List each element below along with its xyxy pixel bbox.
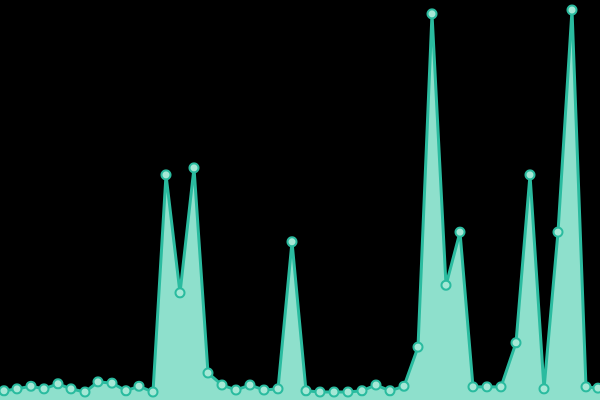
data-point-marker[interactable]: [52, 378, 64, 390]
data-point-marker[interactable]: [440, 279, 452, 291]
data-point-marker[interactable]: [244, 379, 256, 391]
data-point-marker[interactable]: [384, 385, 396, 397]
data-point-marker[interactable]: [11, 383, 23, 395]
data-point-marker[interactable]: [258, 384, 270, 396]
data-point-marker[interactable]: [133, 380, 145, 392]
data-point-marker[interactable]: [412, 341, 424, 353]
data-point-marker[interactable]: [370, 379, 382, 391]
data-point-marker[interactable]: [188, 162, 200, 174]
data-point-marker[interactable]: [230, 384, 242, 396]
data-point-marker[interactable]: [495, 381, 507, 393]
data-point-marker[interactable]: [538, 383, 550, 395]
data-point-marker[interactable]: [106, 377, 118, 389]
data-point-marker[interactable]: [328, 386, 340, 398]
data-point-marker[interactable]: [272, 383, 284, 395]
data-point-marker[interactable]: [202, 367, 214, 379]
area-fill-shape: [0, 10, 600, 400]
data-point-marker[interactable]: [481, 381, 493, 393]
data-point-marker[interactable]: [38, 383, 50, 395]
data-point-marker[interactable]: [300, 385, 312, 397]
data-point-marker[interactable]: [314, 386, 326, 398]
data-point-marker[interactable]: [580, 381, 592, 393]
data-point-markers: [0, 4, 600, 398]
data-point-marker[interactable]: [174, 287, 186, 299]
data-point-marker[interactable]: [552, 226, 564, 238]
data-point-marker[interactable]: [356, 385, 368, 397]
data-point-marker[interactable]: [426, 8, 438, 20]
data-point-marker[interactable]: [342, 386, 354, 398]
data-point-marker[interactable]: [160, 169, 172, 181]
data-point-marker[interactable]: [592, 382, 600, 394]
data-point-marker[interactable]: [0, 385, 10, 397]
data-point-marker[interactable]: [510, 337, 522, 349]
series-line: [0, 8, 600, 394]
data-point-marker[interactable]: [454, 226, 466, 238]
data-point-marker[interactable]: [467, 381, 479, 393]
data-point-marker[interactable]: [92, 376, 104, 388]
data-point-marker[interactable]: [25, 380, 37, 392]
data-point-marker[interactable]: [147, 386, 159, 398]
data-point-marker[interactable]: [65, 383, 77, 395]
data-point-marker[interactable]: [120, 385, 132, 397]
data-point-marker[interactable]: [398, 380, 410, 392]
data-point-marker[interactable]: [566, 4, 578, 16]
data-point-marker[interactable]: [286, 236, 298, 248]
data-point-marker[interactable]: [79, 386, 91, 398]
data-point-marker[interactable]: [216, 379, 228, 391]
data-point-marker[interactable]: [524, 169, 536, 181]
